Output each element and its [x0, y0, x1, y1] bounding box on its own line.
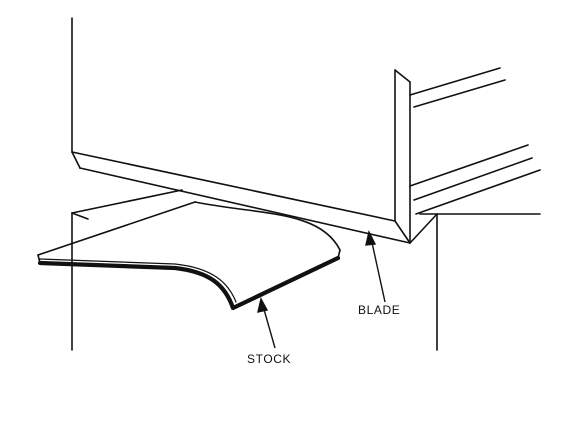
rail-lower-3	[415, 169, 541, 215]
stock-top-edge	[37, 201, 196, 256]
blade-bevel-top	[71, 151, 396, 222]
bed-right-top	[409, 213, 541, 244]
blade-label: BLADE	[358, 303, 401, 317]
rail-lower-2	[413, 157, 533, 201]
stock-bottom-edge-inner	[39, 258, 237, 303]
blade-bevel-bottom	[79, 167, 411, 244]
blade-arrowhead	[365, 229, 377, 246]
blade-bevel-left-end	[71, 151, 81, 169]
rail-upper-2	[413, 79, 506, 108]
bed-top-edge	[71, 189, 183, 214]
bed-top-left	[71, 212, 89, 220]
blade-right-bottom	[394, 220, 411, 244]
blade-right-top	[394, 69, 411, 83]
stock-bottom-edge	[37, 255, 341, 311]
rail-lower-1	[409, 144, 529, 187]
stock-curl-top	[194, 201, 341, 251]
rail-upper-1	[409, 67, 501, 96]
stock-leader	[257, 297, 276, 349]
blade-leader	[365, 229, 386, 303]
stock-label: STOCK	[247, 352, 292, 366]
stock-arrowhead	[257, 297, 269, 313]
